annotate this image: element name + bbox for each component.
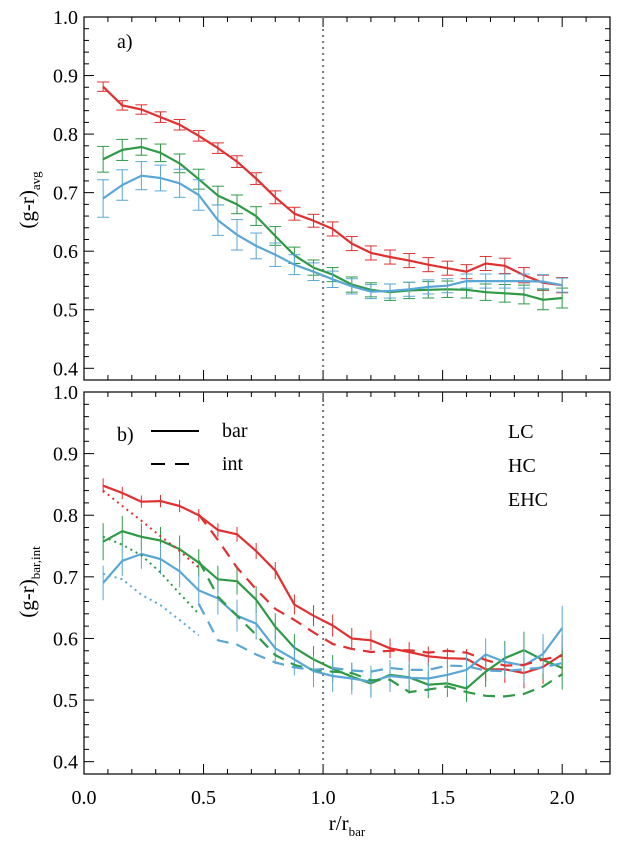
series-line [102, 489, 200, 569]
panel-b-label: b) [117, 424, 134, 446]
y-tick-label: 0.5 [53, 690, 78, 712]
legend-ehc: EHC [508, 489, 548, 511]
panel-b-ylabel: (g-r)bar,int [15, 546, 43, 618]
panel-b-frame [83, 391, 611, 775]
series-ehc [102, 539, 564, 698]
series-ehc-dotted [102, 572, 200, 637]
x-tick-label: 0.0 [72, 787, 97, 809]
series-line [102, 535, 200, 615]
x-tick-label: 1.0 [311, 787, 336, 809]
panel-a-frame [83, 16, 611, 381]
series-line [102, 572, 200, 637]
y-tick-label: 0.9 [53, 66, 78, 88]
y-tick-label: 1.0 [53, 7, 78, 29]
panel-a-ylabel: (g-r)avg [15, 171, 43, 229]
x-tick-label: 0.5 [191, 787, 216, 809]
y-tick-label: 0.8 [53, 124, 78, 146]
y-tick-label: 0.7 [53, 567, 78, 589]
series-lc [97, 81, 569, 294]
x-tick-label: 2.0 [550, 787, 575, 809]
legend-hc: HC [508, 455, 536, 477]
series-ehc-int [197, 603, 563, 673]
legend-lc: LC [508, 421, 534, 443]
x-axis-label: r/rbar [329, 811, 366, 839]
series-lc-dotted [102, 489, 200, 569]
y-tick-label: 0.4 [53, 752, 78, 774]
y-tick-label: 0.6 [53, 628, 78, 650]
y-tick-label: 1.0 [53, 382, 78, 404]
series-hc-dotted [102, 535, 200, 615]
y-tick-label: 0.5 [53, 300, 78, 322]
y-tick-label: 0.7 [53, 183, 78, 205]
panel-b: 0.40.50.60.70.80.91.00.0 0.5 1.0 1.5 2.0 b) … [15, 382, 611, 839]
series-line [197, 513, 563, 667]
panel-a: 0.4 0.5 0.6 0.7 0.8 0.9 1.0 a) (g-r)avg [15, 7, 611, 381]
y-tick-label: 0.8 [53, 505, 78, 527]
series-hc-int [197, 560, 563, 698]
style-legend: bar int [151, 420, 248, 475]
x-tick-label: 1.5 [430, 787, 455, 809]
series-lc-int [197, 513, 563, 667]
series-line [197, 603, 563, 673]
panel-a-label: a) [117, 31, 133, 53]
color-legend: LC HC EHC [508, 421, 548, 511]
series-line [102, 85, 563, 287]
y-tick-label: 0.6 [53, 241, 78, 263]
y-tick-label: 0.9 [53, 444, 78, 466]
y-tick-label: 0.4 [53, 358, 78, 380]
legend-int-label: int [222, 453, 244, 475]
legend-bar-label: bar [222, 420, 248, 442]
series-line [197, 560, 563, 698]
series-ehc [97, 161, 569, 300]
